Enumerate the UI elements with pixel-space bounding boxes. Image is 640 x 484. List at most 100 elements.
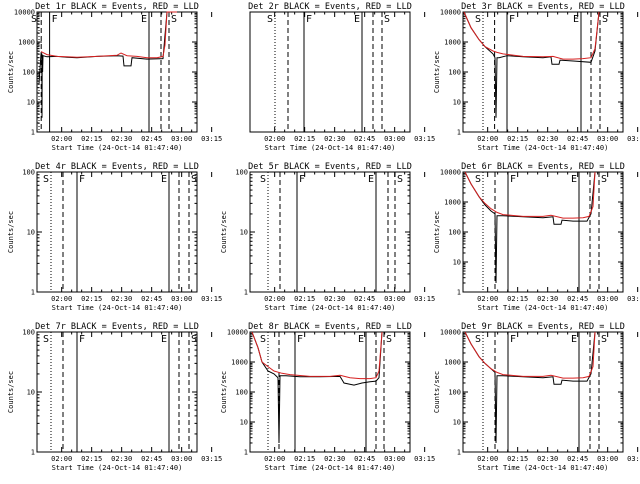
detector-panel-p4: Det 4r BLACK = Events, RED = LLD 1 10 100 02… bbox=[7, 162, 222, 312]
x-axis-label: Start Time (24-Oct-14 01:47:40) bbox=[265, 304, 396, 312]
y-tick-label: 1000 bbox=[231, 359, 248, 367]
events-series-line bbox=[464, 331, 596, 444]
time-marker-letter: F bbox=[509, 14, 515, 25]
plot-frame bbox=[36, 11, 198, 133]
time-marker-letter: F bbox=[79, 174, 85, 185]
time-marker-letter: E bbox=[161, 334, 167, 345]
time-marker-letter: S bbox=[475, 334, 481, 345]
x-axis-label: Start Time (24-Oct-14 01:47:40) bbox=[52, 144, 183, 152]
time-marker-letter: S bbox=[171, 14, 177, 25]
y-tick-label: 10000 bbox=[14, 9, 35, 17]
y-tick-label: 1000 bbox=[444, 39, 461, 47]
y-tick-label: 100 bbox=[448, 69, 461, 77]
time-marker-letter: F bbox=[510, 174, 516, 185]
x-tick-label: 02:00 bbox=[477, 455, 498, 463]
panel-title: Det 5r BLACK = Events, RED = LLD bbox=[248, 162, 412, 172]
time-marker-letter: S bbox=[601, 174, 607, 185]
x-tick-label: 02:00 bbox=[264, 135, 285, 143]
time-marker-letter: S bbox=[191, 334, 197, 345]
x-tick-label: 02:00 bbox=[264, 455, 285, 463]
lld-series-line bbox=[464, 331, 596, 379]
x-tick-label: 02:15 bbox=[507, 295, 528, 303]
y-tick-label: 100 bbox=[448, 229, 461, 237]
plot-frame bbox=[462, 11, 624, 133]
x-tick-label: 03:00 bbox=[597, 295, 618, 303]
y-tick-label: 10 bbox=[27, 99, 35, 107]
x-tick-label: 02:00 bbox=[51, 295, 72, 303]
detector-panel-p1: Det 1r BLACK = Events, RED = LLD 1 10 100 10… bbox=[7, 2, 222, 152]
x-axis-label: Start Time (24-Oct-14 01:47:40) bbox=[478, 304, 609, 312]
y-tick-label: 100 bbox=[22, 69, 35, 77]
time-marker-letter: E bbox=[358, 334, 364, 345]
x-tick-label: 02:15 bbox=[81, 455, 102, 463]
x-tick-label: 02:00 bbox=[51, 135, 72, 143]
lld-series-line bbox=[251, 331, 383, 380]
time-marker-letter: S bbox=[43, 334, 49, 345]
x-tick-label: 02:30 bbox=[324, 295, 345, 303]
y-tick-label: 100 bbox=[235, 389, 248, 397]
x-tick-label: 02:30 bbox=[537, 295, 558, 303]
plot-frame bbox=[249, 331, 411, 453]
x-tick-label: 03:15 bbox=[201, 455, 222, 463]
x-tick-label: 03:00 bbox=[171, 135, 192, 143]
time-marker-letter: F bbox=[52, 14, 58, 25]
x-tick-label: 02:15 bbox=[81, 295, 102, 303]
x-tick-label: 02:30 bbox=[324, 135, 345, 143]
time-marker-letter: S bbox=[475, 14, 481, 25]
x-tick-label: 02:30 bbox=[111, 295, 132, 303]
x-tick-label: 02:45 bbox=[567, 135, 588, 143]
time-marker-letter: E bbox=[354, 14, 360, 25]
x-tick-label: 02:15 bbox=[507, 135, 528, 143]
y-tick-label: 10 bbox=[27, 389, 35, 397]
y-tick-label: 10 bbox=[240, 229, 248, 237]
y-axis-label: Counts/sec bbox=[7, 211, 15, 253]
panel-title: Det 9r BLACK = Events, RED = LLD bbox=[461, 322, 625, 332]
y-tick-label: 1000 bbox=[444, 359, 461, 367]
x-tick-label: 02:45 bbox=[567, 295, 588, 303]
time-marker-letter: F bbox=[299, 174, 305, 185]
x-axis-label: Start Time (24-Oct-14 01:47:40) bbox=[478, 464, 609, 472]
x-tick-label: 03:15 bbox=[627, 135, 640, 143]
x-tick-label: 02:45 bbox=[354, 135, 375, 143]
panel-title: Det 8r BLACK = Events, RED = LLD bbox=[248, 322, 412, 332]
y-tick-label: 10000 bbox=[227, 329, 248, 337]
events-series-line bbox=[463, 11, 600, 118]
x-axis-label: Start Time (24-Oct-14 01:47:40) bbox=[52, 464, 183, 472]
detector-panel-p6: Det 6r BLACK = Events, RED = LLD 1 10 100 10… bbox=[433, 162, 640, 312]
time-marker-letter: E bbox=[571, 174, 577, 185]
y-tick-label: 1 bbox=[31, 289, 35, 297]
x-tick-label: 02:15 bbox=[294, 455, 315, 463]
x-tick-label: 02:45 bbox=[354, 455, 375, 463]
x-axis-label: Start Time (24-Oct-14 01:47:40) bbox=[265, 464, 396, 472]
y-axis-label: Counts/sec bbox=[433, 211, 441, 253]
x-tick-label: 02:00 bbox=[264, 295, 285, 303]
x-tick-label: 03:15 bbox=[627, 455, 640, 463]
x-axis-label: Start Time (24-Oct-14 01:47:40) bbox=[478, 144, 609, 152]
x-tick-label: 02:30 bbox=[324, 455, 345, 463]
panel-title: Det 7r BLACK = Events, RED = LLD bbox=[35, 322, 199, 332]
x-tick-label: 03:00 bbox=[597, 135, 618, 143]
y-tick-label: 10 bbox=[240, 419, 248, 427]
x-tick-label: 03:00 bbox=[597, 455, 618, 463]
y-tick-label: 10 bbox=[453, 419, 461, 427]
time-marker-letter: S bbox=[191, 174, 197, 185]
time-marker-letter: S bbox=[475, 174, 481, 185]
x-tick-label: 03:15 bbox=[201, 135, 222, 143]
time-marker-letter: S bbox=[384, 14, 390, 25]
y-tick-label: 1 bbox=[457, 129, 461, 137]
y-axis-label: Counts/sec bbox=[220, 211, 228, 253]
x-tick-label: 02:30 bbox=[111, 135, 132, 143]
y-axis-label: Counts/sec bbox=[433, 371, 441, 413]
panel-title: Det 3r BLACK = Events, RED = LLD bbox=[461, 2, 625, 12]
x-tick-label: 02:45 bbox=[141, 135, 162, 143]
time-marker-letter: F bbox=[510, 334, 516, 345]
time-marker-letter: E bbox=[141, 14, 147, 25]
x-tick-label: 03:00 bbox=[384, 455, 405, 463]
plot-frame bbox=[36, 171, 198, 293]
detector-panel-p2: Det 2r BLACK = Events, RED = LLD 02:00 02:… bbox=[248, 2, 435, 152]
y-axis-label: Counts/sec bbox=[7, 51, 15, 93]
x-tick-label: 02:00 bbox=[51, 455, 72, 463]
y-tick-label: 10000 bbox=[440, 9, 461, 17]
time-marker-letter: S bbox=[602, 14, 608, 25]
